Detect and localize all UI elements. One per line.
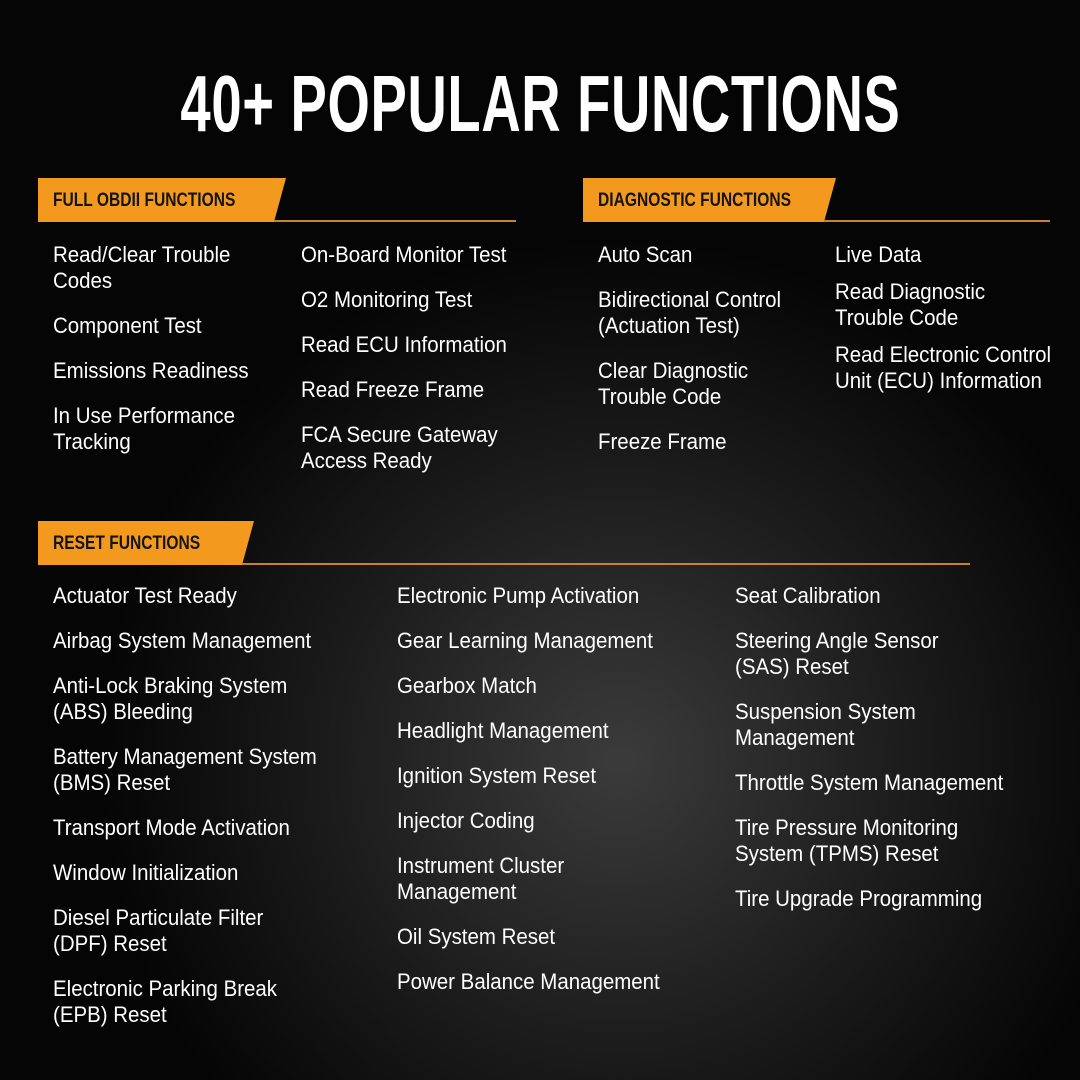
function-item: Gear Learning Management (397, 628, 653, 653)
function-item: Read Freeze Frame (301, 377, 485, 402)
function-item: In Use Performance Tracking (53, 403, 235, 454)
obd-column-1: Read/Clear Trouble Codes Component Test Em… (53, 242, 393, 474)
function-item: Tire Pressure Monitoring System (TPMS) R… (735, 815, 959, 866)
reset-column-1: Actuator Test Ready Airbag System Managem… (53, 583, 393, 1047)
diagnostic-column-1: Auto Scan Bidirectional Control (Actuatio… (598, 242, 938, 474)
function-item: Suspension System Management (735, 699, 916, 750)
function-item: Battery Management System (BMS) Reset (53, 744, 317, 795)
function-item: Gearbox Match (397, 673, 537, 698)
function-item: Read ECU Information (301, 332, 507, 357)
function-item: Auto Scan (598, 242, 693, 267)
function-item: Ignition System Reset (397, 763, 597, 788)
function-item: Transport Mode Activation (53, 815, 290, 840)
function-item: Steering Angle Sensor (SAS) Reset (735, 628, 939, 679)
function-item: Oil System Reset (397, 924, 556, 949)
function-item: Clear Diagnostic Trouble Code (598, 358, 749, 409)
reset-column-2: Electronic Pump Activation Gear Learning … (397, 583, 737, 1014)
function-item: Airbag System Management (53, 628, 312, 653)
function-item: Freeze Frame (598, 429, 727, 454)
diagnostic-column-2: Live Data Read Diagnostic Trouble Code Rea… (835, 242, 1080, 405)
function-item: Diesel Particulate Filter (DPF) Reset (53, 905, 264, 956)
function-item: FCA Secure Gateway Access Ready (301, 422, 498, 473)
function-item: Bidirectional Control (Actuation Test) (598, 287, 782, 338)
function-item: Actuator Test Ready (53, 583, 237, 608)
function-item: Power Balance Management (397, 969, 660, 994)
function-item: Anti-Lock Braking System (ABS) Bleeding (53, 673, 288, 724)
function-item: Read Electronic Control Unit (ECU) Infor… (835, 342, 1052, 393)
page-title: 40+ POPULAR FUNCTIONS (179, 59, 901, 148)
function-item: Read/Clear Trouble Codes (53, 242, 231, 293)
function-item: Injector Coding (397, 808, 535, 833)
section-header-diagnostic: DIAGNOSTIC FUNCTIONS (583, 178, 1050, 222)
function-item: Seat Calibration (735, 583, 881, 608)
function-item: O2 Monitoring Test (301, 287, 473, 312)
function-item: Headlight Management (397, 718, 609, 743)
function-item: Emissions Readiness (53, 358, 249, 383)
function-item: Tire Upgrade Programming (735, 886, 983, 911)
function-item: On-Board Monitor Test (301, 242, 507, 267)
function-item: Electronic Parking Break (EPB) Reset (53, 976, 278, 1027)
function-item: Throttle System Management (735, 770, 1004, 795)
function-item: Window Initialization (53, 860, 239, 885)
function-item: Read Diagnostic Trouble Code (835, 279, 986, 330)
function-item: Component Test (53, 313, 202, 338)
function-item: Instrument Cluster Management (397, 853, 565, 904)
reset-column-3: Seat Calibration Steering Angle Sensor (S… (735, 583, 1075, 931)
function-item: Electronic Pump Activation (397, 583, 640, 608)
section-header-obd: FULL OBDII FUNCTIONS (38, 178, 516, 222)
function-item: Live Data (835, 242, 922, 267)
section-header-reset: RESET FUNCTIONS (38, 521, 970, 565)
obd-column-2: On-Board Monitor Test O2 Monitoring Test R… (301, 242, 641, 493)
